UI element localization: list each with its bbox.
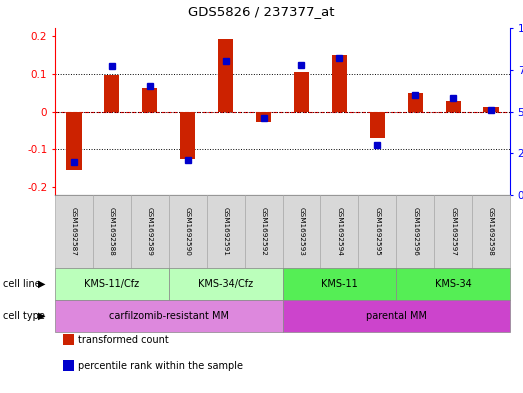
Text: cell type: cell type (3, 311, 44, 321)
Text: carfilzomib-resistant MM: carfilzomib-resistant MM (109, 311, 229, 321)
Bar (142, 88, 157, 112)
Text: KMS-11/Cfz: KMS-11/Cfz (84, 279, 140, 289)
Bar (483, 107, 498, 112)
Bar (256, 112, 271, 122)
Text: GSM1692595: GSM1692595 (374, 207, 380, 256)
Text: percentile rank within the sample: percentile rank within the sample (78, 360, 243, 371)
Text: GDS5826 / 237377_at: GDS5826 / 237377_at (188, 6, 335, 18)
Bar (446, 101, 461, 112)
Text: GSM1692598: GSM1692598 (488, 207, 494, 256)
Bar (104, 75, 119, 112)
Bar (180, 112, 195, 159)
Text: GSM1692596: GSM1692596 (412, 207, 418, 256)
Text: GSM1692592: GSM1692592 (260, 207, 267, 256)
Text: GSM1692590: GSM1692590 (185, 207, 191, 256)
Text: transformed count: transformed count (78, 335, 169, 345)
Text: GSM1692588: GSM1692588 (109, 207, 115, 256)
Bar (407, 92, 423, 112)
Bar (370, 112, 385, 138)
Text: KMS-34/Cfz: KMS-34/Cfz (198, 279, 253, 289)
Text: GSM1692594: GSM1692594 (336, 207, 343, 256)
Bar (332, 55, 347, 112)
Text: ▶: ▶ (38, 279, 46, 289)
Text: GSM1692597: GSM1692597 (450, 207, 456, 256)
Bar (294, 72, 309, 112)
Text: cell line: cell line (3, 279, 40, 289)
Text: GSM1692587: GSM1692587 (71, 207, 77, 256)
Bar (66, 112, 82, 170)
Text: ▶: ▶ (38, 311, 46, 321)
Text: parental MM: parental MM (366, 311, 427, 321)
Text: GSM1692593: GSM1692593 (299, 207, 304, 256)
Text: KMS-11: KMS-11 (321, 279, 358, 289)
Text: GSM1692589: GSM1692589 (147, 207, 153, 256)
Text: GSM1692591: GSM1692591 (223, 207, 229, 256)
Bar (218, 39, 233, 112)
Text: KMS-34: KMS-34 (435, 279, 472, 289)
